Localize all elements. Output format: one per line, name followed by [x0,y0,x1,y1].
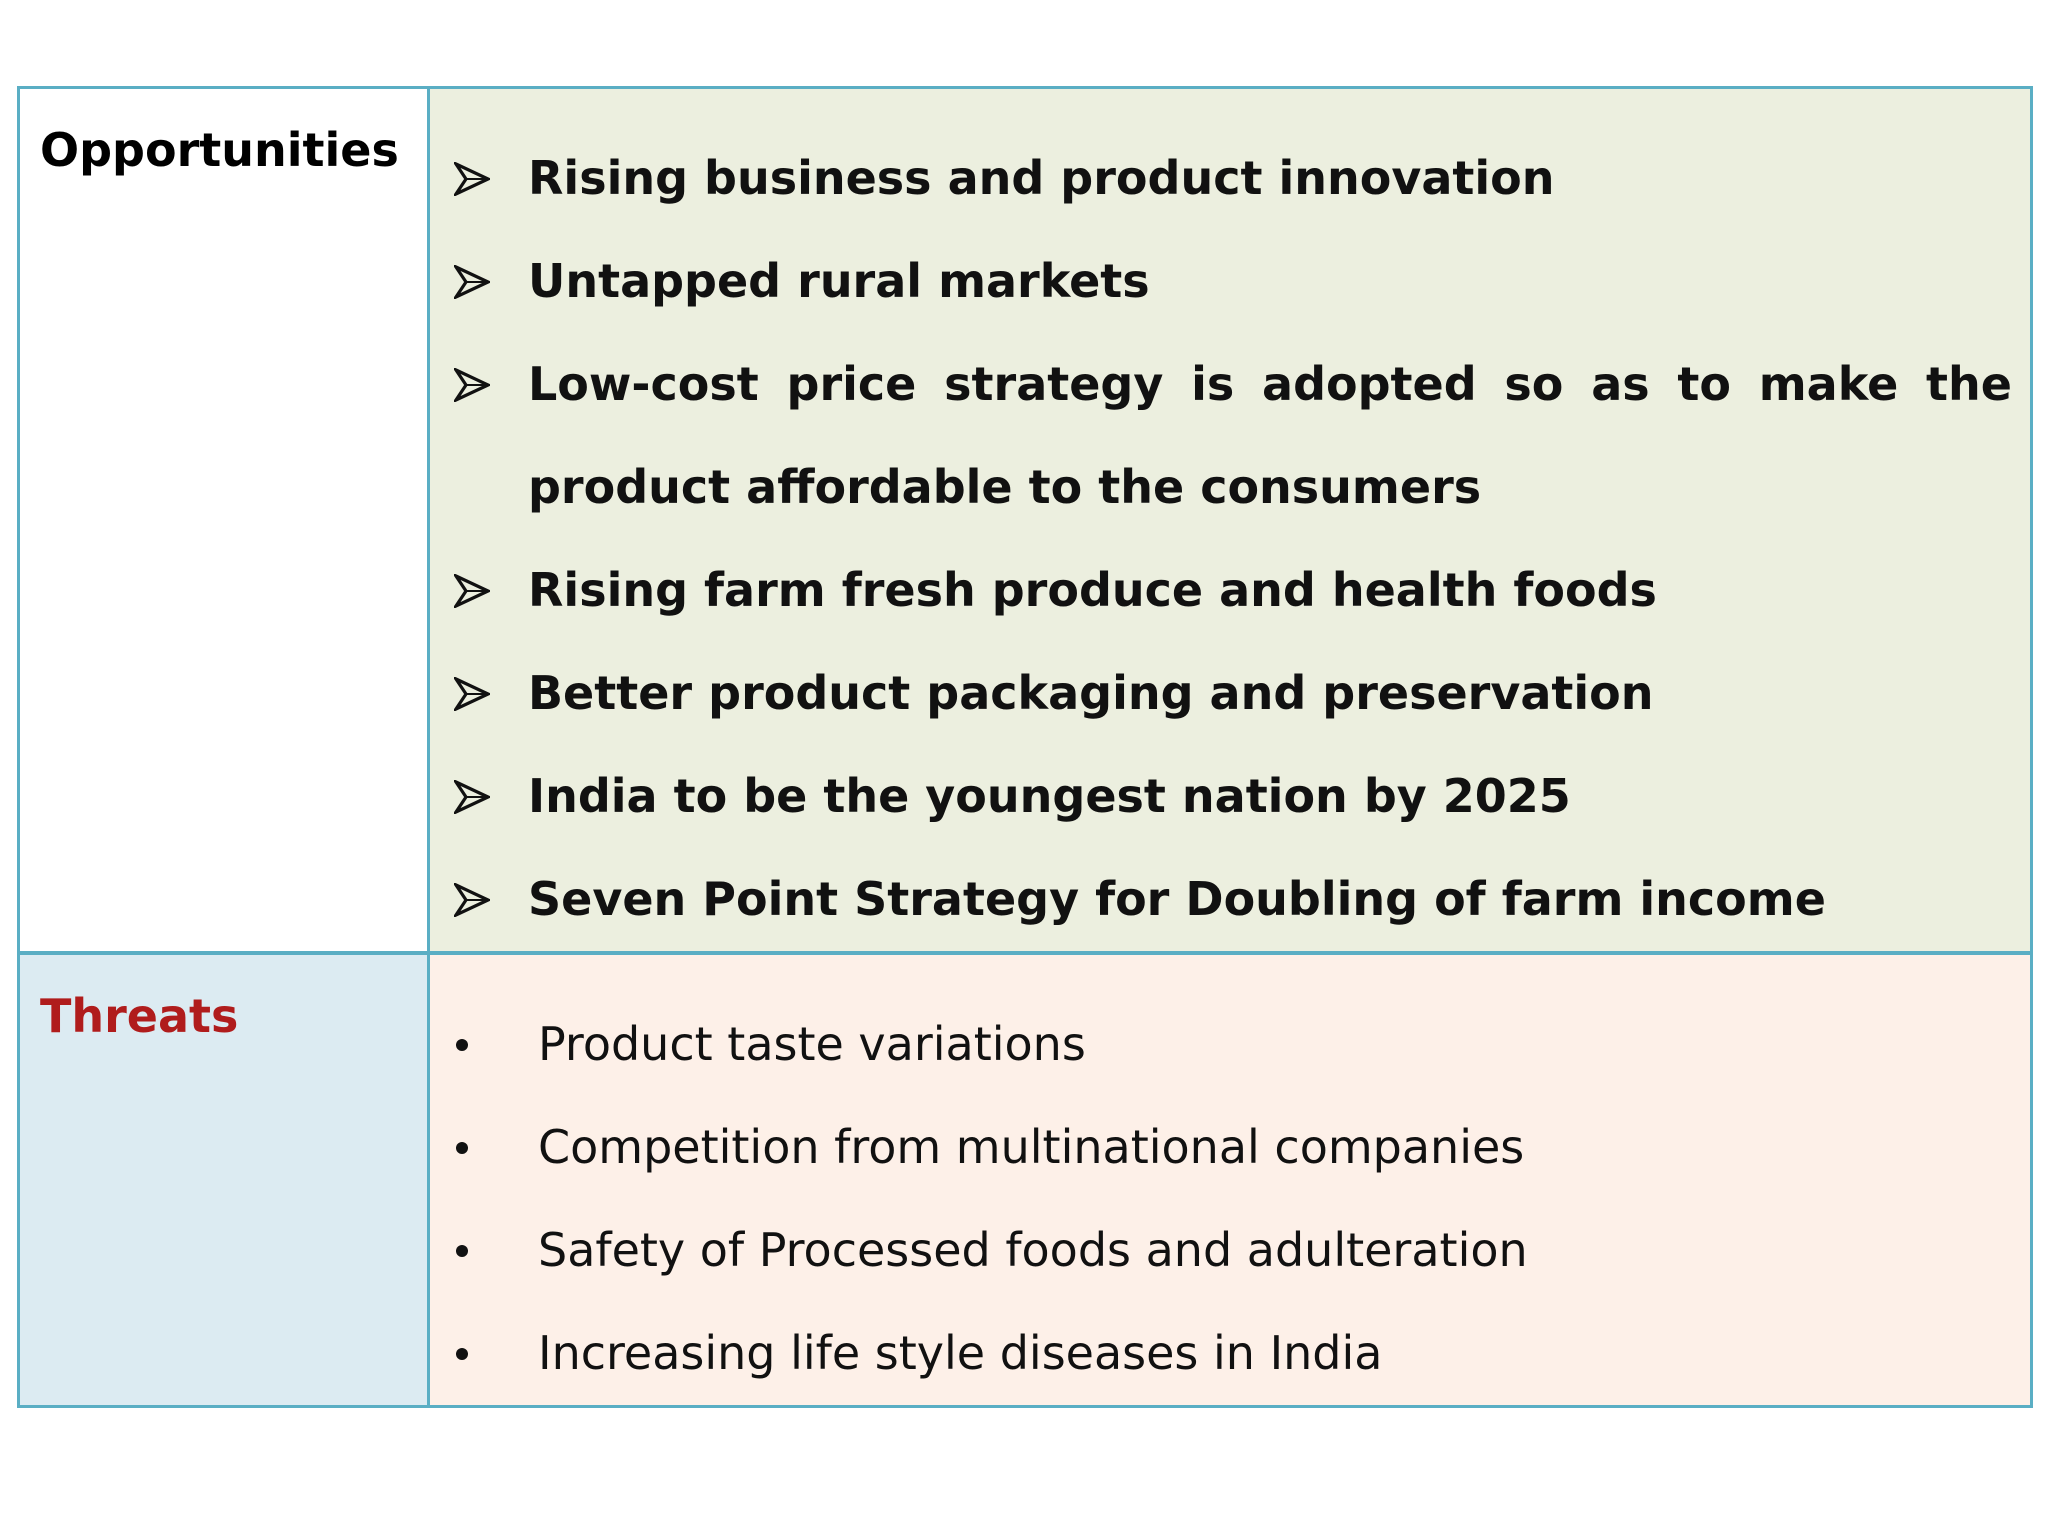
arrowhead-bullet-icon [452,642,492,745]
threat-text: Increasing life style diseases in India [538,1326,1383,1380]
opportunity-text: Low-cost price strategy is adopted so as… [528,357,2012,514]
list-item: Safety of Processed foods and adulterati… [430,1199,2012,1302]
opportunities-content-cell: Rising business and product innovation U… [427,86,2033,955]
opportunity-text: Seven Point Strategy for Doubling of far… [528,872,1826,926]
list-item: Product taste variations [430,993,2012,1096]
threat-text: Safety of Processed foods and adulterati… [538,1223,1528,1277]
list-item: Rising farm fresh produce and health foo… [430,539,2012,642]
arrowhead-bullet-icon [452,745,492,848]
opportunity-text: India to be the youngest nation by 2025 [528,769,1571,823]
arrowhead-bullet-icon [452,333,492,436]
threat-text: Competition from multinational companies [538,1120,1525,1174]
arrowhead-bullet-icon [452,848,492,951]
opportunities-row: Opportunities Rising business and produc… [17,86,2033,955]
arrowhead-bullet-icon [452,539,492,642]
opportunities-heading: Opportunities [40,123,399,177]
list-item: India to be the youngest nation by 2025 [430,745,2012,848]
threats-list: Product taste variations Competition fro… [430,955,2030,1405]
list-item: Competition from multinational companies [430,1096,2012,1199]
threats-label-cell: Threats [17,951,430,1408]
threats-row: Threats Product taste variations Competi… [17,951,2033,1408]
list-item: Low-cost price strategy is adopted so as… [430,333,2012,539]
opportunity-text: Untapped rural markets [528,254,1150,308]
opportunities-label-cell: Opportunities [17,86,430,955]
dot-bullet-icon [452,993,472,1096]
list-item: Increasing life style diseases in India [430,1302,2012,1405]
arrowhead-bullet-icon [452,230,492,333]
swot-table: Opportunities Rising business and produc… [17,86,2033,1408]
list-item: Rising business and product innovation [430,127,2012,230]
list-item: Untapped rural markets [430,230,2012,333]
list-item: Better product packaging and preservatio… [430,642,2012,745]
opportunity-text: Better product packaging and preservatio… [528,666,1654,720]
opportunity-text: Rising farm fresh produce and health foo… [528,563,1657,617]
threats-heading: Threats [40,989,239,1043]
threat-text: Product taste variations [538,1017,1086,1071]
list-item: Seven Point Strategy for Doubling of far… [430,848,2012,951]
dot-bullet-icon [452,1199,472,1302]
opportunities-list: Rising business and product innovation U… [430,89,2030,951]
dot-bullet-icon [452,1302,472,1405]
opportunity-text: Rising business and product innovation [528,151,1555,205]
arrowhead-bullet-icon [452,127,492,230]
threats-content-cell: Product taste variations Competition fro… [427,951,2033,1408]
dot-bullet-icon [452,1096,472,1199]
